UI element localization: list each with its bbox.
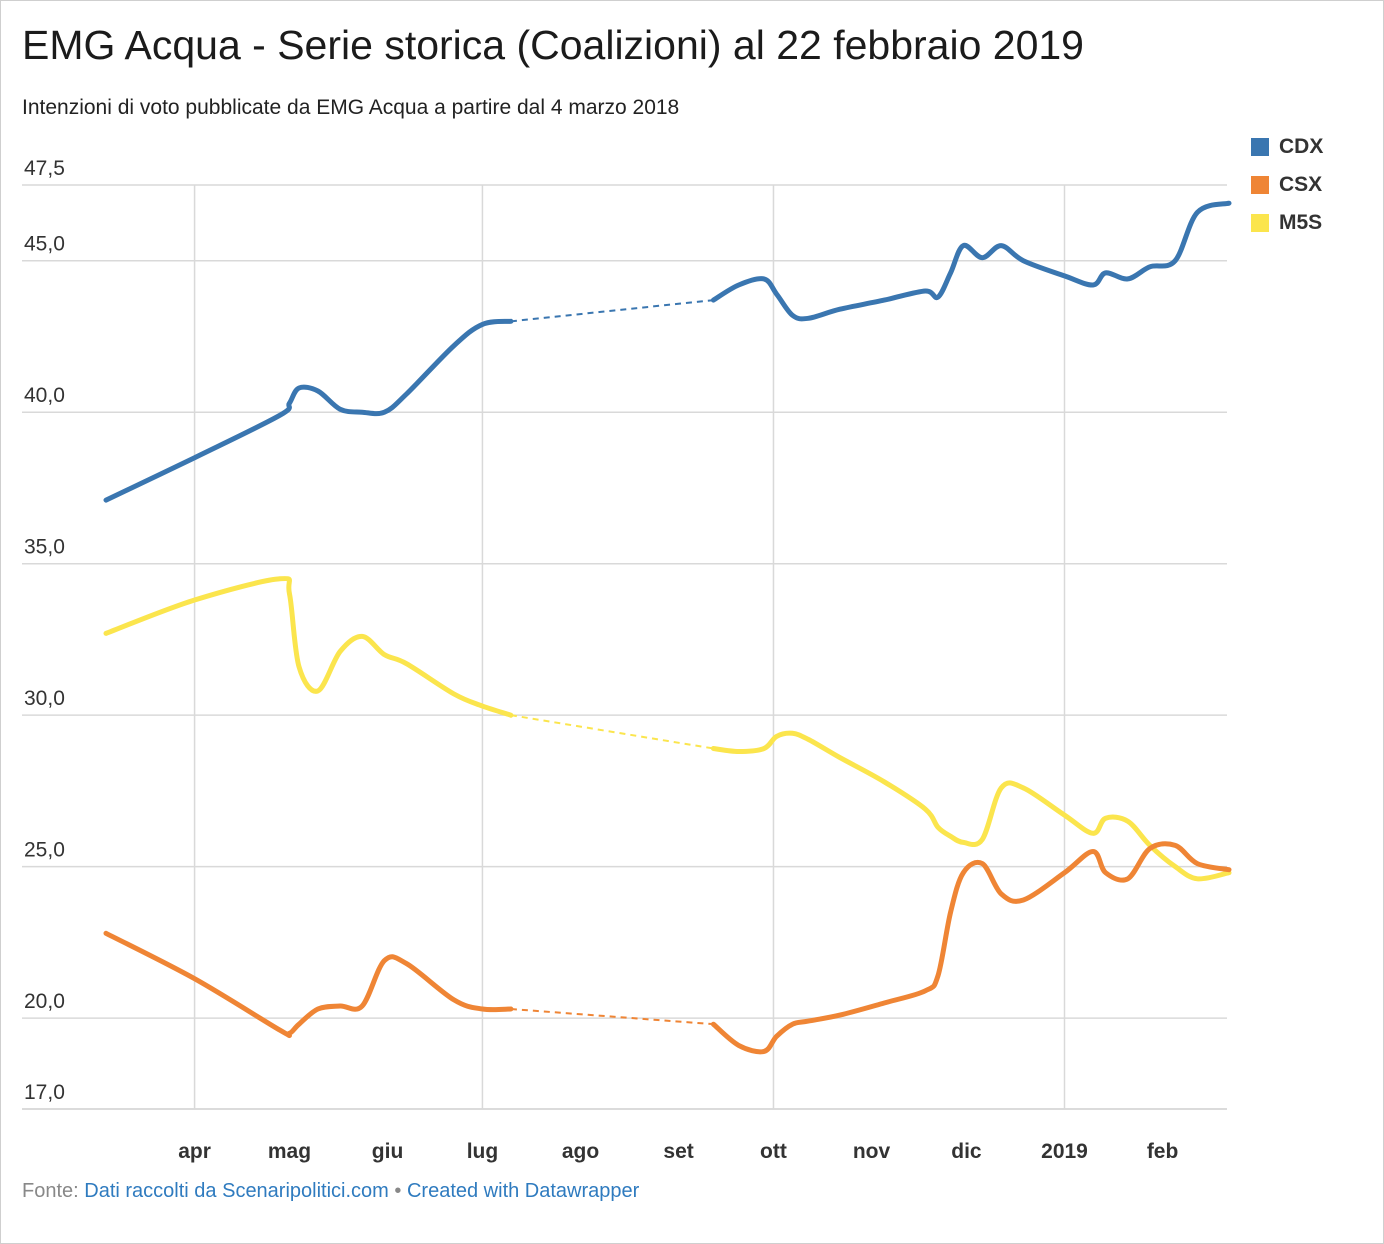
x-tick-label: feb bbox=[1147, 1140, 1179, 1163]
legend-swatch-cdx bbox=[1251, 138, 1269, 156]
series-line-csx bbox=[103, 930, 514, 1039]
series-gap-csx bbox=[510, 1008, 714, 1026]
series-cdx bbox=[103, 200, 1232, 503]
legend-item-cdx: CDX bbox=[1251, 128, 1323, 166]
x-tick-label: set bbox=[663, 1140, 693, 1163]
x-tick-label: dic bbox=[951, 1140, 982, 1163]
x-tick-label: mag bbox=[268, 1140, 311, 1163]
series-csx bbox=[103, 841, 1232, 1055]
y-tick: 25,0 bbox=[24, 839, 65, 862]
footer-source-link[interactable]: Dati raccolti da Scenaripolitici.com bbox=[84, 1180, 389, 1202]
legend-item-csx: CSX bbox=[1251, 166, 1323, 204]
y-tick: 30,0 bbox=[24, 687, 65, 710]
x-axis: apr mag giu lug ago set ott nov dic 2019 feb bbox=[178, 1140, 1178, 1163]
x-tick-label: 2019 bbox=[1041, 1140, 1088, 1163]
x-tick-label: ago bbox=[562, 1140, 599, 1163]
legend-label-cdx: CDX bbox=[1279, 135, 1324, 158]
y-tick-label: 17,0 bbox=[24, 1081, 65, 1104]
x-tick-label: apr bbox=[178, 1140, 211, 1163]
x-tick: 2019 bbox=[1041, 1140, 1088, 1163]
legend-swatch-csx bbox=[1251, 176, 1269, 194]
x-tick: giu bbox=[372, 1140, 404, 1163]
y-tick: 45,0 bbox=[24, 233, 65, 256]
y-tick-label: 25,0 bbox=[24, 839, 65, 862]
y-tick-label: 30,0 bbox=[24, 687, 65, 710]
legend-label-m5s: M5S bbox=[1279, 211, 1323, 234]
legend-swatch-m5s bbox=[1251, 214, 1269, 232]
series-line-cdx bbox=[103, 318, 514, 503]
chart-title: EMG Acqua - Serie storica (Coalizioni) a… bbox=[22, 22, 1084, 68]
y-tick: 35,0 bbox=[24, 536, 65, 559]
series-gap-cdx bbox=[510, 299, 714, 323]
grid-layer bbox=[22, 184, 1227, 1110]
y-tick: 47,5 bbox=[24, 157, 65, 180]
series-line-csx bbox=[710, 841, 1232, 1055]
x-tick-label: ott bbox=[760, 1140, 787, 1163]
x-tick: ago bbox=[562, 1140, 599, 1163]
series-layer bbox=[103, 200, 1232, 1055]
footer-separator: • bbox=[394, 1180, 402, 1202]
x-tick: apr bbox=[178, 1140, 211, 1163]
x-tick-label: giu bbox=[372, 1140, 404, 1163]
chart-subtitle: Intenzioni di voto pubblicate da EMG Acq… bbox=[22, 96, 680, 119]
series-line-m5s bbox=[103, 576, 514, 718]
x-tick-label: nov bbox=[853, 1140, 891, 1163]
footer: Fonte: Dati raccolti da Scenaripolitici.… bbox=[22, 1180, 639, 1203]
y-axis: 47,5 45,0 40,0 35,0 30,0 25,0 20,0 17,0 bbox=[24, 157, 65, 1104]
y-tick-label: 20,0 bbox=[24, 990, 65, 1013]
x-tick: lug bbox=[467, 1140, 499, 1163]
x-tick-label: lug bbox=[467, 1140, 499, 1163]
x-tick: ott bbox=[760, 1140, 787, 1163]
y-tick: 17,0 bbox=[24, 1081, 65, 1104]
legend-item-m5s: M5S bbox=[1251, 204, 1323, 242]
series-line-cdx bbox=[710, 200, 1232, 322]
y-tick: 40,0 bbox=[24, 384, 65, 407]
x-tick: mag bbox=[268, 1140, 311, 1163]
x-tick: dic bbox=[951, 1140, 982, 1163]
legend: CDX CSX M5S bbox=[1251, 128, 1323, 242]
series-m5s bbox=[103, 576, 1232, 882]
x-tick: set bbox=[663, 1140, 693, 1163]
series-gap-m5s bbox=[510, 714, 714, 750]
footer-source-prefix: Fonte: bbox=[22, 1180, 79, 1202]
series-line-m5s bbox=[710, 730, 1232, 882]
x-tick: nov bbox=[853, 1140, 891, 1163]
y-tick-label: 45,0 bbox=[24, 233, 65, 256]
legend-label-csx: CSX bbox=[1279, 173, 1323, 196]
footer-credit-link[interactable]: Created with Datawrapper bbox=[406, 1180, 640, 1202]
y-tick: 20,0 bbox=[24, 990, 65, 1013]
x-tick: feb bbox=[1147, 1140, 1179, 1163]
y-tick-label: 40,0 bbox=[24, 384, 65, 407]
y-tick-label: 35,0 bbox=[24, 536, 65, 559]
y-tick-label: 47,5 bbox=[24, 157, 65, 180]
